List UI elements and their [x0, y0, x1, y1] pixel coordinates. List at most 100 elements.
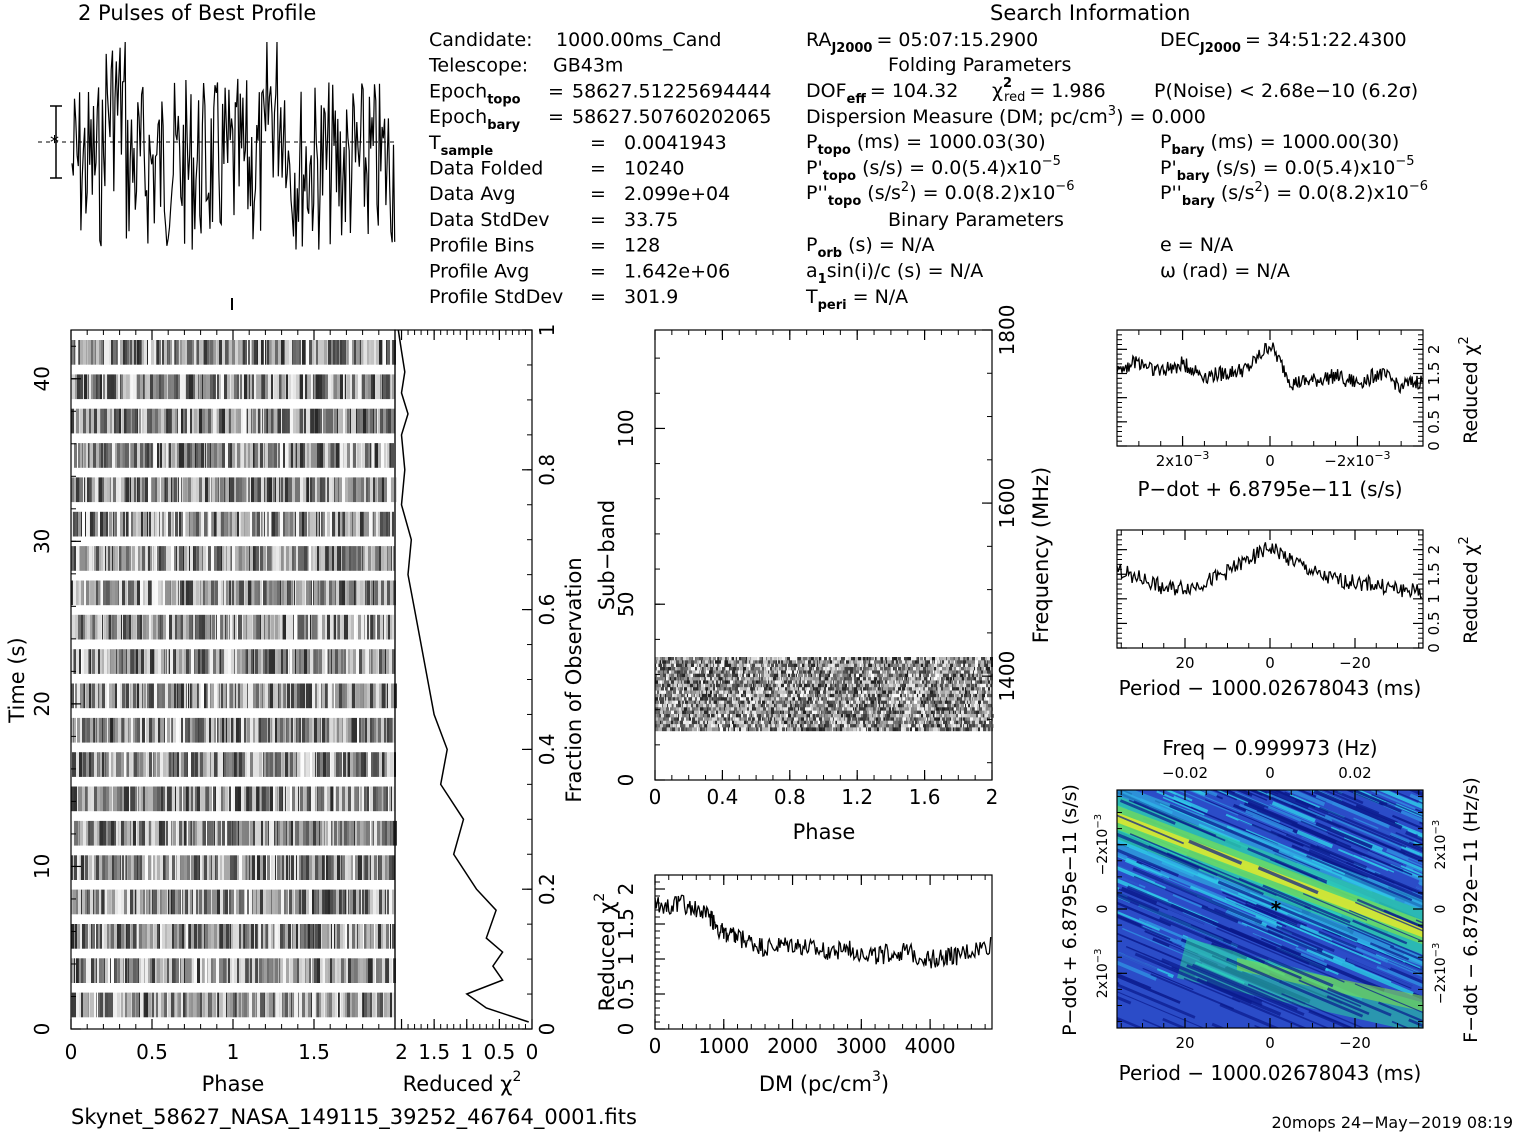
heat-cell — [285, 443, 288, 468]
info-row-value: 58627.51225694444 — [572, 80, 771, 102]
heat-cell — [199, 581, 200, 606]
heat-cell — [262, 512, 263, 537]
heat-cell — [717, 664, 719, 668]
heat-cell — [700, 674, 703, 678]
heat-cell — [964, 667, 966, 671]
heat-cell — [299, 890, 301, 915]
heat-cell — [758, 670, 760, 674]
heat-cell — [706, 657, 709, 661]
heat-cell — [900, 670, 903, 674]
heat-cell — [791, 674, 792, 678]
heat-cell — [161, 615, 163, 640]
heat-cell — [374, 512, 376, 537]
heat-cell — [309, 581, 311, 606]
heat-cell — [784, 680, 787, 684]
heat-cell — [217, 477, 218, 502]
heat-cell — [235, 615, 237, 640]
heat-cell — [977, 674, 978, 678]
heat-cell — [225, 821, 226, 846]
heat-cell — [227, 821, 228, 846]
heat-cell — [217, 409, 219, 434]
heat-cell — [184, 443, 187, 468]
heat-cell — [953, 674, 956, 678]
heat-cell — [879, 660, 881, 664]
heat-cell — [127, 821, 130, 846]
heat-cell — [823, 677, 824, 681]
heat-cell — [733, 677, 735, 681]
heat-cell — [972, 680, 975, 684]
heat-cell — [148, 477, 151, 502]
heat-cell — [168, 993, 171, 1018]
heat-cell — [811, 670, 814, 674]
heat-cell — [98, 924, 100, 949]
heat-cell — [988, 664, 991, 668]
heat-cell — [819, 680, 822, 684]
heat-cell — [664, 680, 667, 684]
heat-cell — [870, 670, 871, 674]
heat-cell — [172, 409, 175, 434]
heat-cell — [99, 752, 100, 777]
heat-cell — [181, 752, 184, 777]
heat-cell — [237, 752, 239, 777]
heat-cell — [276, 855, 277, 880]
heat-cell — [205, 649, 208, 674]
heat-cell — [762, 684, 763, 688]
heat-cell — [98, 615, 101, 640]
heat-cell — [266, 890, 269, 915]
heat-cell — [175, 993, 177, 1018]
heat-cell — [371, 649, 372, 674]
heat-cell — [121, 477, 124, 502]
heat-cell — [251, 581, 252, 606]
tick-label: 0 — [526, 1040, 539, 1064]
heat-cell — [104, 409, 107, 434]
heat-cell — [297, 821, 299, 846]
heat-cell — [907, 660, 909, 664]
heat-cell — [334, 821, 337, 846]
heat-cell — [124, 409, 126, 434]
heat-cell — [760, 680, 763, 684]
heat-cell — [187, 409, 190, 434]
heat-cell — [713, 684, 714, 688]
heat-cell — [766, 667, 768, 671]
heat-cell — [252, 787, 253, 812]
heat-cell — [375, 374, 377, 399]
heat-cell — [711, 664, 713, 668]
heat-cell — [389, 890, 392, 915]
heat-cell — [210, 615, 211, 640]
heat-cell — [712, 677, 714, 681]
heat-cell — [718, 667, 721, 671]
heat-cell — [143, 890, 145, 915]
heat-cell — [302, 890, 305, 915]
heat-cell — [778, 670, 781, 674]
heat-cell — [168, 477, 171, 502]
heat-cell — [323, 512, 325, 537]
heat-cell — [751, 684, 752, 688]
heat-cell — [668, 677, 669, 681]
heat-cell — [201, 443, 204, 468]
heat-cell — [715, 674, 716, 678]
heat-cell — [216, 546, 217, 571]
heat-cell — [317, 615, 318, 640]
heat-cell — [756, 677, 759, 681]
heat-cell — [314, 924, 315, 949]
heat-cell — [773, 660, 776, 664]
heat-cell — [217, 443, 219, 468]
heat-cell — [249, 958, 250, 983]
heat-cell — [929, 674, 930, 678]
info-row-value: 0.0041943 — [624, 132, 727, 154]
heat-cell — [179, 546, 182, 571]
heat-cell — [848, 680, 849, 684]
heat-cell — [287, 718, 289, 743]
heat-cell — [783, 674, 784, 678]
heat-cell — [771, 684, 773, 688]
heat-cell — [363, 581, 365, 606]
heat-cell — [161, 581, 163, 606]
heat-cell — [311, 821, 313, 846]
heat-cell — [301, 855, 303, 880]
heat-cell — [913, 680, 914, 684]
heat-cell — [258, 340, 261, 365]
heat-cell — [306, 924, 307, 949]
heat-cell — [896, 660, 898, 664]
heat-cell — [746, 657, 747, 661]
heat-cell — [721, 674, 723, 678]
